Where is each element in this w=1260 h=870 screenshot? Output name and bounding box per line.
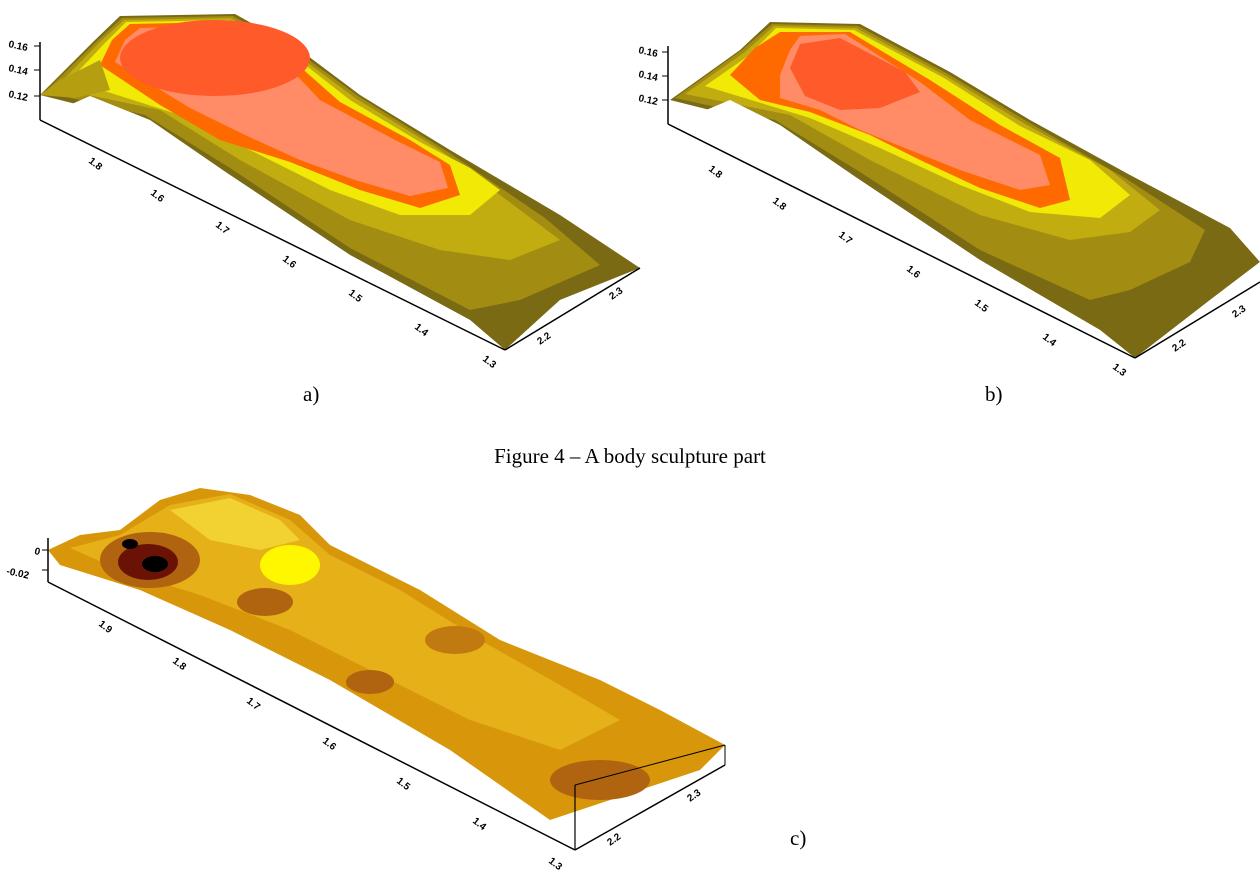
x-tick-label: 1.6 [148, 188, 166, 205]
x-tick-label: 1.8 [170, 656, 188, 673]
x-tick-label: 1.7 [836, 230, 854, 247]
z-ticks: 0.16 0.14 0.12 [637, 45, 668, 108]
x-tick-label: 1.7 [244, 696, 262, 713]
panel-b: 0.16 0.14 0.12 1.8 1.8 1.7 1.6 1.5 1.4 1… [630, 0, 1260, 380]
x-tick-label: 1.9 [96, 619, 114, 636]
x-tick-label: 1.8 [770, 196, 788, 213]
z-tick-label: 0 [33, 546, 41, 558]
surface-underside [48, 565, 575, 850]
x-tick-label: 1.4 [1040, 332, 1058, 349]
surface-plot-a: 0.16 0.14 0.12 1.8 1.6 1.7 1.6 1.5 1.4 1… [7, 14, 641, 371]
x-axis [47, 581, 576, 851]
x-tick-label: 1.5 [394, 776, 412, 793]
z-tick-label: 0.16 [7, 39, 29, 54]
surface-plot-b: 0.16 0.14 0.12 1.8 1.8 1.7 1.6 1.5 1.4 1… [637, 22, 1260, 379]
panel-a: 0.16 0.14 0.12 1.8 1.6 1.7 1.6 1.5 1.4 1… [0, 0, 660, 380]
z-tick-label: 0.14 [637, 69, 659, 84]
surface-band-light [70, 494, 620, 750]
x-tick-label: 1.7 [213, 220, 231, 237]
surface-peak [790, 38, 920, 110]
x-tick-label: 1.6 [280, 254, 298, 271]
z-ticks: 0.16 0.14 0.12 [7, 39, 40, 104]
y-axis [504, 267, 641, 351]
surface-dip [346, 670, 394, 694]
surface-black-spot [122, 539, 138, 549]
surface-dip [550, 760, 650, 800]
surface-dip [237, 588, 293, 616]
y-axis [1134, 281, 1260, 359]
y-axis-front [574, 764, 726, 851]
x-tick-label: 1.3 [480, 354, 498, 371]
panel-c-label: c) [790, 826, 807, 850]
surface-plot-c: 0 -0.02 1.9 1.8 1.7 1.6 1.5 1.4 1.3 2.2 … [5, 488, 726, 870]
surface-left-edge [40, 60, 110, 98]
x-tick-label: 1.8 [706, 164, 724, 181]
x-ticks: 1.8 1.8 1.7 1.6 1.5 1.4 1.3 [706, 164, 1128, 379]
surface-black-spot [142, 556, 168, 572]
figure-caption: Figure 4 – A body sculpture part [494, 444, 766, 468]
surface-band-pale [170, 498, 300, 550]
surface-underside-right [1135, 262, 1260, 358]
x-tick-label: 1.5 [972, 298, 990, 315]
panel-c: 0 -0.02 1.9 1.8 1.7 1.6 1.5 1.4 1.3 2.2 … [0, 480, 740, 870]
z-tick-label: 0.12 [7, 89, 29, 104]
x-axis [39, 119, 506, 351]
x-tick-label: 1.4 [412, 322, 430, 339]
x-tick-label: 1.4 [470, 816, 488, 833]
y-axis-top [574, 744, 726, 786]
x-tick-label: 1.8 [86, 156, 104, 173]
surface-underside [670, 100, 1135, 358]
x-axis [667, 123, 1136, 359]
panel-a-label: a) [303, 382, 320, 406]
z-tick-label: 0.12 [637, 93, 659, 108]
x-tick-label: 1.5 [346, 288, 364, 305]
surface-peak [120, 20, 310, 96]
surface-underside [40, 96, 505, 350]
z-tick-label: 0.14 [7, 63, 29, 78]
y-tick-label: 2.2 [535, 330, 553, 347]
x-tick-label: 1.3 [546, 856, 564, 870]
surface-yellow-spot [260, 545, 320, 585]
z-tick-label: 0.16 [637, 45, 659, 60]
y-tick-label: 2.3 [685, 787, 703, 804]
surface-dip [425, 626, 485, 654]
x-tick-label: 1.6 [904, 264, 922, 281]
y-tick-label: 2.2 [605, 831, 623, 848]
x-tick-label: 1.3 [1110, 362, 1128, 379]
x-tick-label: 1.6 [320, 736, 338, 753]
z-ticks: 0 -0.02 [5, 546, 48, 582]
z-tick-label: -0.02 [5, 566, 30, 582]
panel-b-label: b) [985, 382, 1003, 406]
